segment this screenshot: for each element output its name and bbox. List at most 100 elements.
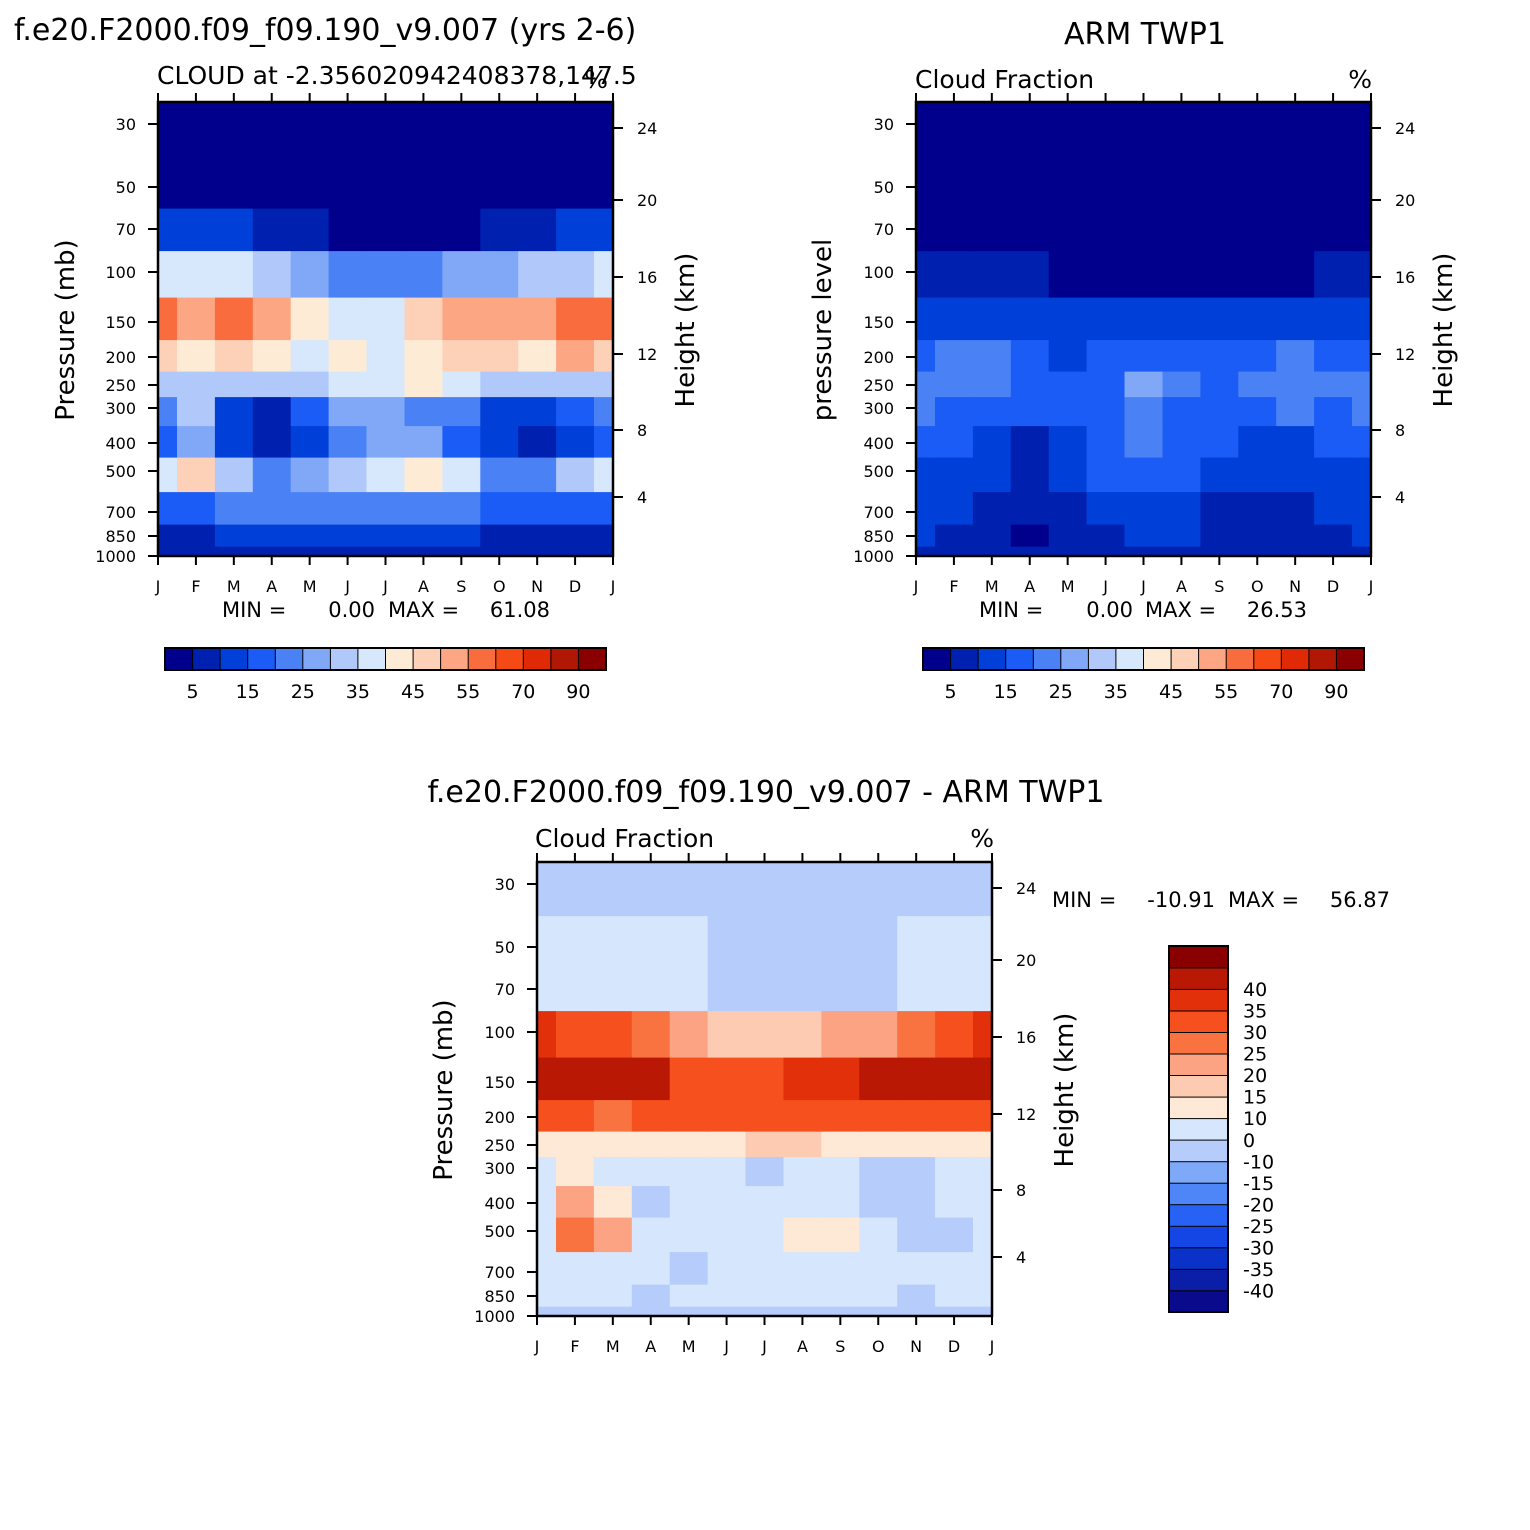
heatmap-cell: [537, 1156, 557, 1187]
heatmap-cell: [480, 396, 519, 427]
heatmap-cell: [177, 339, 216, 372]
y-tick-label-right: 20: [637, 191, 657, 210]
heatmap-cell: [916, 546, 936, 557]
colorbar-box: [1168, 1160, 1229, 1184]
heatmap-cell: [972, 546, 1012, 557]
heatmap-cell: [177, 524, 216, 547]
heatmap-cell: [1276, 546, 1315, 557]
heatmap-cell: [158, 371, 178, 398]
heatmap-cell: [252, 339, 292, 372]
heatmap-cell: [556, 1284, 595, 1307]
heatmap-cell: [518, 155, 557, 209]
colorbar-box: [1198, 647, 1228, 671]
colorbar-label: -20: [1243, 1194, 1274, 1216]
y-tick-label: 150: [484, 1073, 515, 1092]
heatmap-cell: [897, 1185, 936, 1218]
heatmap-cell: [631, 1010, 671, 1058]
colorbar-box: [577, 647, 607, 671]
heatmap-cell: [214, 208, 254, 252]
y-tick-label: 30: [874, 115, 894, 134]
heatmap-cell: [518, 491, 557, 525]
heatmap-cell: [158, 425, 178, 458]
heatmap-cell: [859, 1185, 898, 1218]
x-tick-label: M: [682, 1337, 696, 1356]
heatmap-cell: [214, 546, 254, 557]
y-tick-label-right: 12: [1016, 1105, 1036, 1124]
colorbar-label: 25: [291, 681, 315, 703]
heatmap-cell: [1048, 339, 1088, 372]
heatmap-cell: [707, 1099, 747, 1132]
heatmap-cell: [859, 1010, 898, 1058]
heatmap-cell: [1352, 396, 1372, 427]
heatmap-cell: [916, 250, 936, 298]
colorbar-box: [192, 647, 222, 671]
y-tick-label: 200: [484, 1108, 515, 1127]
y-tick-label: 500: [105, 462, 136, 481]
heatmap-cell: [1124, 371, 1163, 398]
heatmap-cell: [669, 1057, 709, 1101]
heatmap-cell: [290, 208, 330, 252]
heatmap-cell: [594, 371, 614, 398]
heatmap-cell: [177, 491, 216, 525]
heatmap-cell: [745, 968, 784, 1012]
heatmap-cell: [1086, 371, 1126, 398]
heatmap-cell: [973, 1185, 993, 1218]
heatmap-cell: [290, 546, 330, 557]
x-tick-label: O: [872, 1337, 885, 1356]
colorbar-box: [1032, 647, 1062, 671]
heatmap-cell: [537, 1010, 557, 1058]
heatmap-cell: [859, 915, 898, 969]
colorbar-box: [1168, 1246, 1229, 1270]
heatmap-cell: [669, 915, 709, 969]
x-tick-label: A: [797, 1337, 808, 1356]
x-tick-label: N: [910, 1337, 922, 1356]
heatmap-cell: [1200, 546, 1239, 557]
heatmap-cell: [1010, 339, 1050, 372]
heatmap-cell: [594, 102, 614, 157]
heatmap-cell: [916, 396, 936, 427]
heatmap-cell: [537, 862, 557, 917]
colorbar-label: 40: [1243, 979, 1267, 1001]
heatmap-cell: [916, 524, 936, 547]
heatmap-cell: [366, 155, 405, 209]
heatmap-cell: [290, 491, 330, 525]
heatmap-cell: [252, 457, 292, 493]
y-tick-label: 300: [105, 399, 136, 418]
heatmap-cell: [214, 371, 254, 398]
heatmap-cell: [669, 1284, 709, 1307]
heatmap-cell: [783, 1217, 822, 1253]
y-tick-label: 50: [495, 938, 515, 957]
heatmap-cell: [593, 1156, 633, 1187]
heatmap-cell: [1086, 250, 1126, 298]
colorbar-label: 35: [346, 681, 370, 703]
heatmap-cell: [556, 546, 595, 557]
heatmap-cell: [252, 524, 292, 547]
colorbar-box: [1168, 1290, 1229, 1313]
heatmap-cell: [916, 425, 936, 458]
heatmap-cell: [821, 1251, 860, 1285]
heatmap-cell: [1276, 102, 1315, 157]
heatmap-cell: [916, 208, 936, 252]
heatmap-cell: [518, 524, 557, 547]
x-tick-label: A: [1176, 577, 1187, 596]
heatmap-cell: [631, 915, 671, 969]
heatmap-cell: [556, 102, 595, 157]
heatmap-cell: [480, 457, 519, 493]
heatmap-cell: [935, 396, 974, 427]
y-tick-label: 500: [484, 1222, 515, 1241]
heatmap-cell: [556, 1185, 595, 1218]
panel-diff-min-label: MIN =: [1052, 888, 1116, 912]
y-tick-label: 70: [495, 980, 515, 999]
heatmap-cell: [935, 524, 974, 547]
heatmap-cell: [594, 155, 614, 209]
x-tick-label: N: [531, 577, 543, 596]
colorbar-box: [1253, 647, 1283, 671]
x-tick-label: D: [1327, 577, 1339, 596]
heatmap-cell: [783, 1185, 822, 1218]
heatmap-cell: [935, 155, 974, 209]
heatmap-cell: [669, 862, 709, 917]
heatmap-cell: [214, 425, 254, 458]
y-tick-label-right: 12: [637, 345, 657, 364]
colorbar-box: [950, 647, 980, 671]
heatmap-cell: [859, 1099, 898, 1132]
